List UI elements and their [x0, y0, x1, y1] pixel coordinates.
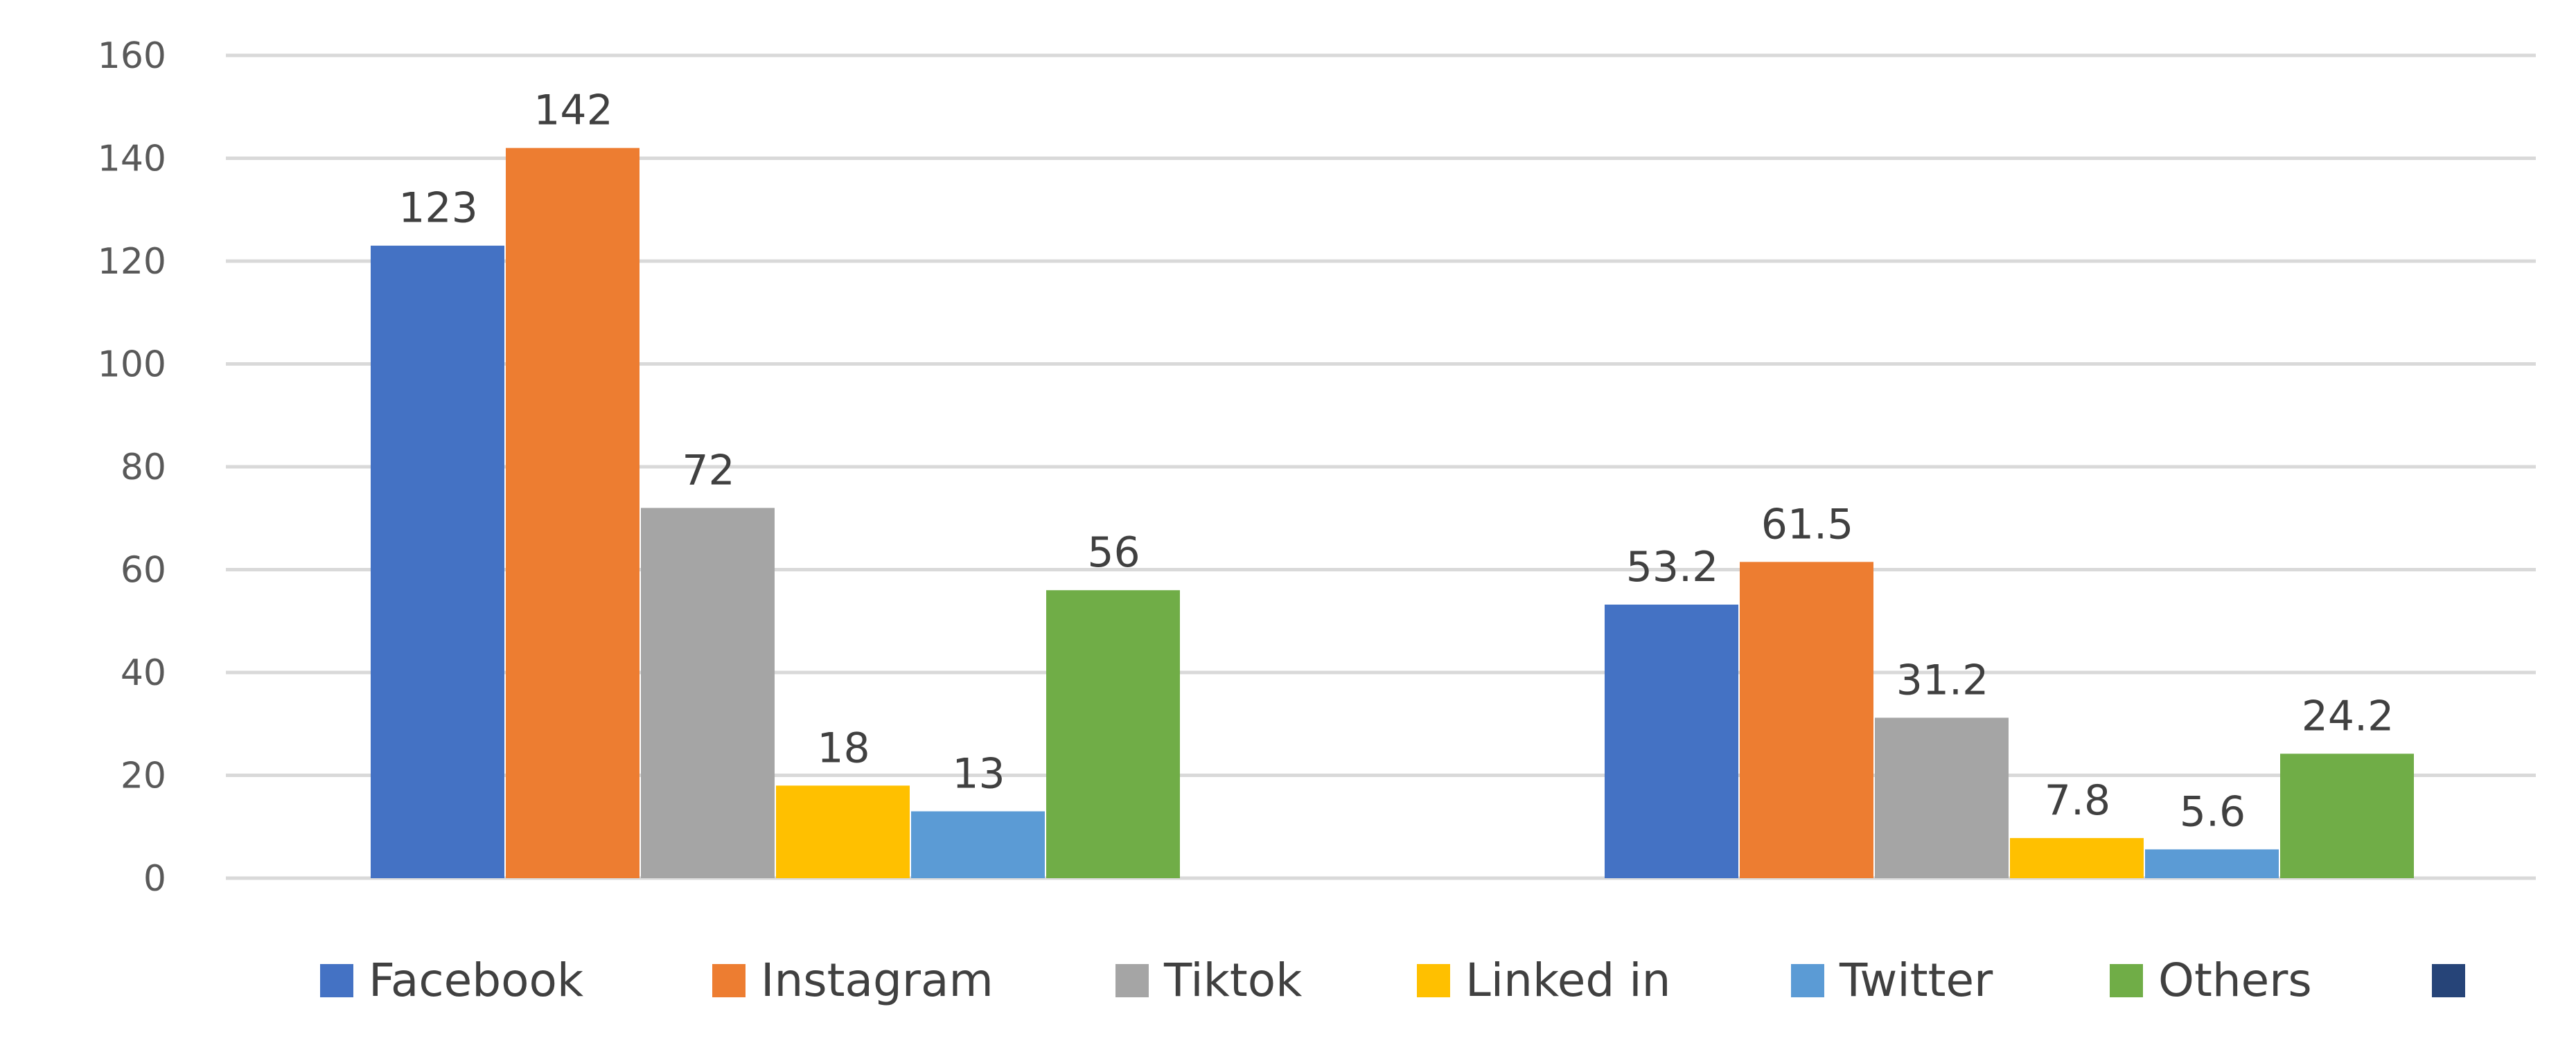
bar-twitter [2145, 849, 2279, 878]
legend-swatch [712, 964, 746, 997]
data-label: 123 [398, 184, 478, 233]
legend-label: Others [2158, 954, 2312, 1007]
legend-swatch [2432, 964, 2465, 997]
data-label: 5.6 [2180, 787, 2246, 836]
bar-linked-in [2010, 838, 2144, 878]
bar-facebook [371, 245, 504, 879]
bars [371, 148, 2414, 879]
data-label: 53.2 [1626, 543, 1719, 591]
data-label: 13 [952, 749, 1005, 798]
y-tick-label: 60 [121, 550, 166, 591]
legend-swatch [2110, 964, 2143, 997]
legend-swatch [1417, 964, 1450, 997]
data-label: 56 [1087, 528, 1140, 577]
legend-label: Tiktok [1163, 954, 1303, 1007]
bar-twitter [911, 811, 1045, 878]
bar-linked-in [776, 785, 910, 878]
bar-tiktok [1875, 717, 2009, 878]
legend-swatch [1115, 964, 1149, 997]
data-label: 24.2 [2302, 692, 2394, 740]
data-label: 72 [682, 446, 734, 494]
y-tick-label: 100 [98, 344, 166, 386]
y-tick-label: 20 [121, 756, 166, 797]
bar-tiktok [641, 508, 775, 878]
bar-instagram [1740, 562, 1873, 878]
data-label: 7.8 [2045, 776, 2110, 825]
legend-swatch [1791, 964, 1824, 997]
y-tick-label: 140 [98, 139, 166, 180]
legend: Facebook Instagram Tiktok Linked in Twitter O… [320, 954, 2465, 1007]
data-label: 31.2 [1896, 656, 1989, 704]
data-labels: 123 53.2 142 61.5 72 31.2 18 7.8 13 5.6 56 24.2 [398, 87, 2394, 837]
y-tick-label: 40 [121, 652, 166, 694]
data-label: 142 [533, 87, 613, 135]
y-axis-tick-labels: 0 20 40 60 80 100 120 140 160 [98, 35, 166, 900]
y-tick-label: 160 [98, 35, 166, 77]
legend-label: Facebook [369, 954, 584, 1007]
bar-instagram [506, 148, 639, 878]
bar-facebook [1605, 604, 1738, 878]
legend-swatch [320, 964, 353, 997]
legend-label: Twitter [1839, 954, 1993, 1007]
data-label: 18 [817, 724, 870, 772]
legend-label: Instagram [761, 954, 994, 1007]
data-label: 61.5 [1761, 500, 1854, 549]
y-tick-label: 80 [121, 447, 166, 488]
y-tick-label: 0 [143, 858, 166, 900]
y-tick-label: 120 [98, 241, 166, 283]
bar-others [1046, 590, 1180, 878]
bar-others [2280, 754, 2414, 878]
legend-label: Linked in [1465, 954, 1670, 1007]
